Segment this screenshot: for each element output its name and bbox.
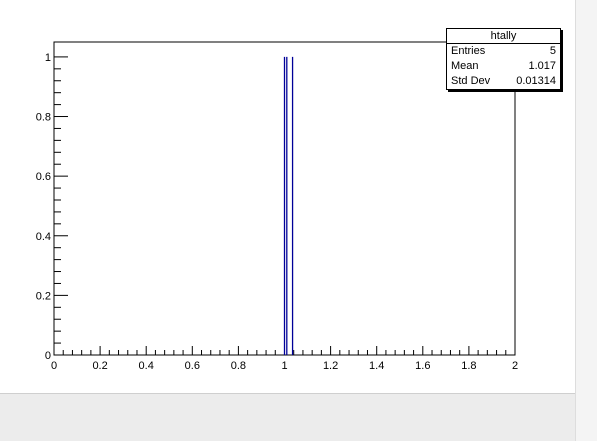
y-tick-label: 0.8 [36, 112, 51, 124]
stats-row-entries: Entries 5 [447, 44, 560, 59]
histogram-plot: 0 0.2 0.4 0.6 0.8 1 1.2 1.4 1.6 1.8 2 0 0.2 0.4 0.6 0.8… [36, 41, 518, 372]
y-tick-label: 0.4 [36, 231, 51, 243]
stats-value: 0.01314 [516, 75, 556, 87]
x-tick-label: 0.6 [185, 360, 200, 372]
stats-row-mean: Mean 1.017 [447, 59, 560, 74]
stats-value: 5 [549, 45, 556, 57]
plot-axes: 0 0.2 0.4 0.6 0.8 1 1.2 1.4 1.6 1.8 2 0 0.2 0.4 0.6 0.8… [36, 41, 518, 372]
x-tick-label: 2 [512, 360, 518, 372]
stats-title: htally [447, 29, 560, 44]
x-tick-label: 1.6 [415, 360, 430, 372]
stats-label: Entries [451, 45, 486, 57]
y-tick-label: 0.6 [36, 171, 51, 183]
x-tick-label: 1.2 [323, 360, 338, 372]
x-tick-label: 1 [281, 360, 287, 372]
stats-label: Std Dev [451, 75, 491, 87]
x-tick-label: 1.4 [369, 360, 384, 372]
x-tick-label: 0 [51, 360, 57, 372]
stats-value: 1.017 [528, 60, 556, 72]
y-tick-label: 0.2 [36, 290, 51, 302]
y-tick-label: 0 [45, 350, 51, 362]
histogram-bins [283, 56, 294, 355]
x-tick-label: 0.2 [92, 360, 107, 372]
stats-label: Mean [451, 60, 479, 72]
y-tick-label: 1 [45, 52, 51, 64]
stats-box[interactable]: htally Entries 5 Mean 1.017 Std Dev 0.01… [446, 28, 561, 90]
stats-row-stddev: Std Dev 0.01314 [447, 74, 560, 89]
x-tick-label: 1.8 [461, 360, 476, 372]
window-edge [575, 0, 597, 441]
x-tick-label: 0.8 [231, 360, 246, 372]
x-tick-label: 0.4 [139, 360, 154, 372]
